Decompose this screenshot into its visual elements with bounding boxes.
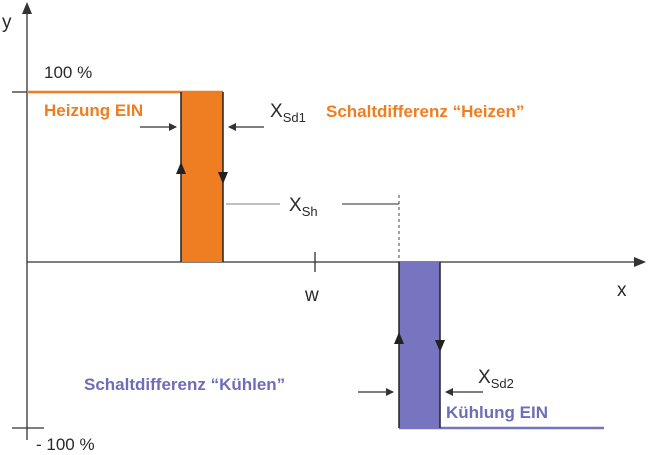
- cooling-on-label: Kühlung EIN: [446, 403, 548, 422]
- y-axis-label: y: [2, 12, 12, 33]
- cooling-diff-label: Schaltdifferenz “Kühlen”: [84, 375, 285, 394]
- x-sh-label: XSh: [289, 195, 318, 219]
- x-axis-arrow-icon: [634, 257, 646, 267]
- x-sd2-label: XSd2: [478, 367, 514, 391]
- heating-up-arrow-icon: [176, 162, 186, 174]
- w-label: w: [304, 285, 319, 306]
- plus-100-label: 100 %: [44, 63, 92, 82]
- heating-diff-label: Schaltdifferenz “Heizen”: [326, 102, 524, 121]
- heating-hysteresis-bar: [181, 92, 223, 262]
- cooling-down-arrow-icon: [435, 340, 445, 352]
- heating-down-arrow-icon: [218, 172, 228, 184]
- cooling-hysteresis-bar: [399, 262, 440, 428]
- minus-100-label: - 100 %: [36, 435, 95, 454]
- cooling-up-arrow-icon: [394, 332, 404, 344]
- y-axis-arrow-icon: [22, 2, 32, 14]
- x-axis-label: x: [617, 280, 627, 301]
- x-sd1-label: XSd1: [270, 101, 306, 125]
- heating-on-label: Heizung EIN: [44, 101, 143, 120]
